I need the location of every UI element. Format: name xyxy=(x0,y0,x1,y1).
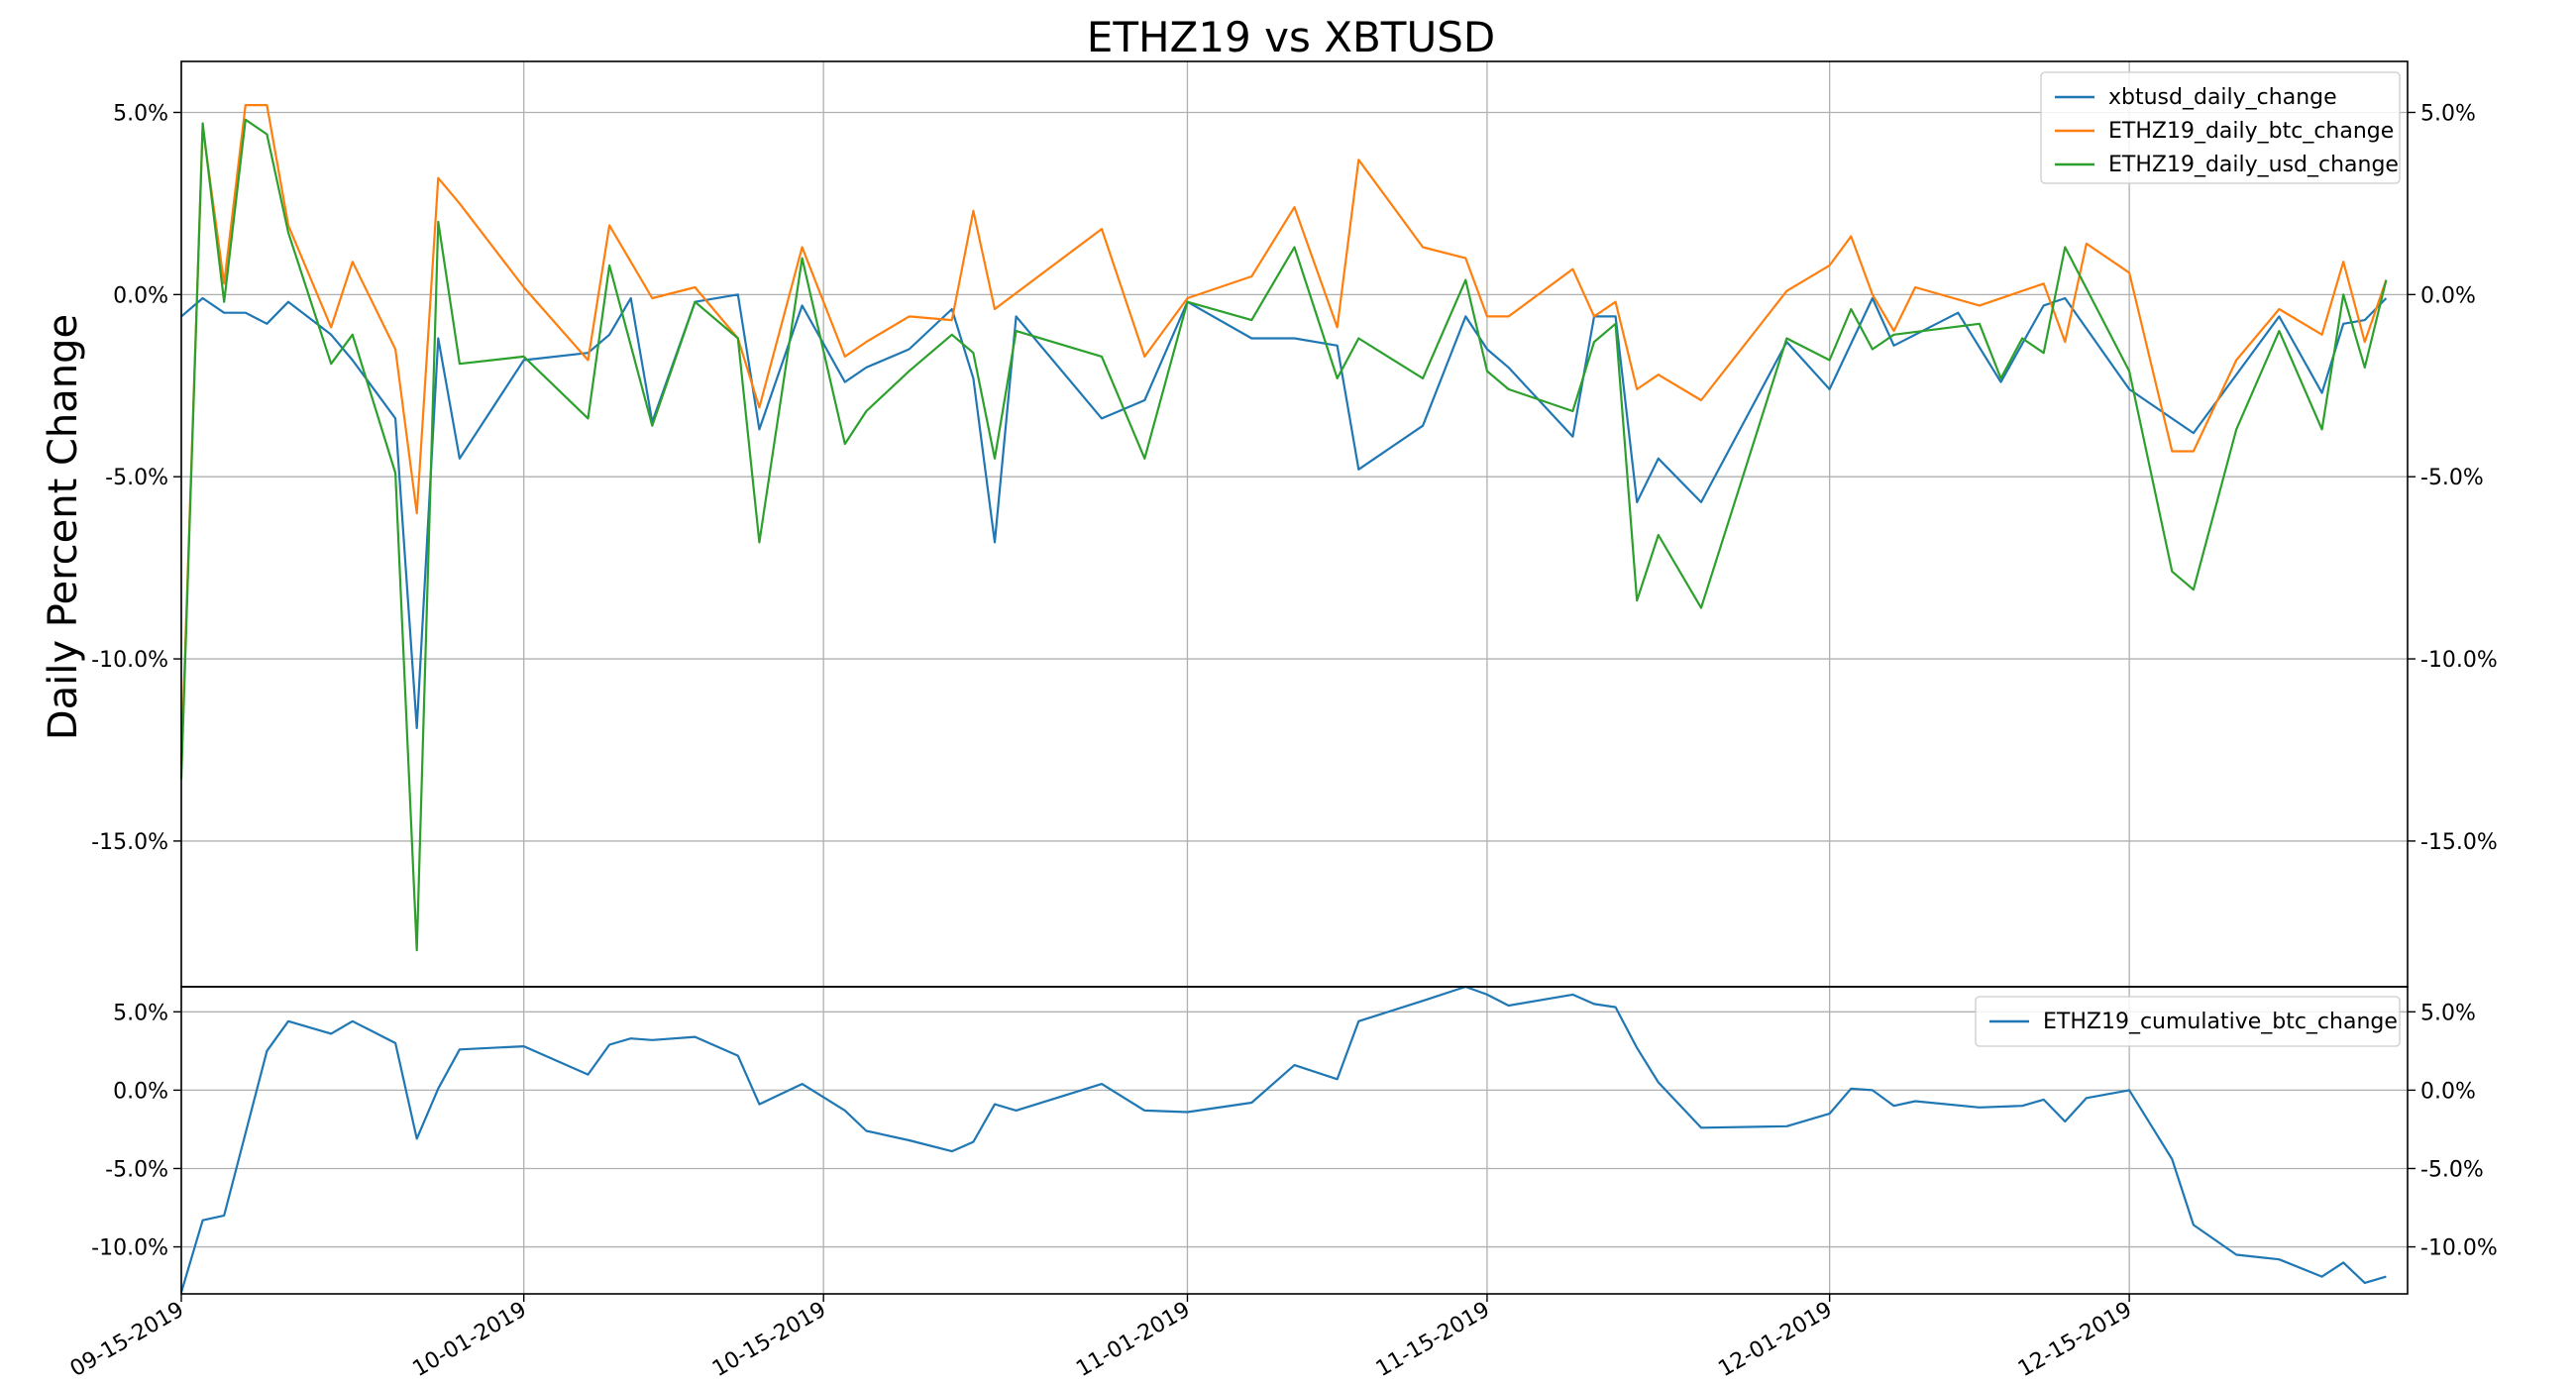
y-tick-label-right: 5.0% xyxy=(2420,1001,2476,1025)
y-tick-label-left: 0.0% xyxy=(113,1079,168,1104)
y-tick-label-right: 0.0% xyxy=(2420,283,2476,308)
legend-label-ETHZ19_daily_usd_change: ETHZ19_daily_usd_change xyxy=(2108,153,2399,177)
legend-box xyxy=(1975,996,2401,1047)
series-line-xbtusd_daily_change xyxy=(180,293,2388,730)
bottom-series-group xyxy=(179,985,2387,1293)
chart-title: ETHZ19 vs XBTUSD xyxy=(1087,13,1495,61)
bottom-axes-frame xyxy=(180,986,2409,1295)
top-legend: xbtusd_daily_change ETHZ19_daily_btc_chan… xyxy=(2040,71,2401,184)
series-line-ETHZ19_daily_btc_change xyxy=(179,103,2388,765)
daily-change-panel: 5.0% 5.0% 0.0% 0.0% -5.0% -5.0% -10.0% -10.0% -1… xyxy=(91,60,2498,988)
y-tick-label-left: 5.0% xyxy=(113,1001,168,1025)
y-tick-label-left: -5.0% xyxy=(105,466,168,490)
series-line-ETHZ19_daily_usd_change xyxy=(179,118,2388,952)
legend-box xyxy=(2040,71,2401,184)
legend-label-ETHZ19_cumulative_btc_change: ETHZ19_cumulative_btc_change xyxy=(2043,1010,2398,1034)
y-tick-label-left: 5.0% xyxy=(113,101,168,126)
y-tick-label-right: -10.0% xyxy=(2420,648,2498,673)
y-tick-label-right: 5.0% xyxy=(2420,101,2476,126)
y-tick-label-right: -10.0% xyxy=(2420,1236,2498,1261)
bottom-legend: ETHZ19_cumulative_btc_change xyxy=(1975,996,2401,1047)
y-tick-label-right: -15.0% xyxy=(2420,830,2498,855)
y-tick-label-left: -10.0% xyxy=(91,648,168,673)
top-y-ticks: 5.0% 5.0% 0.0% 0.0% -5.0% -5.0% -10.0% -10.0% -1… xyxy=(91,101,2498,854)
top-grid xyxy=(180,61,2408,987)
y-tick-label-left: -5.0% xyxy=(105,1157,168,1182)
legend-label-ETHZ19_daily_btc_change: ETHZ19_daily_btc_change xyxy=(2108,119,2394,144)
y-tick-label-left: 0.0% xyxy=(113,283,168,308)
top-series-group xyxy=(179,103,2388,952)
y-axis-label: Daily Percent Change xyxy=(41,314,86,740)
y-tick-label-left: -15.0% xyxy=(91,830,168,855)
bottom-y-ticks: 5.0% 5.0% 0.0% 0.0% -5.0% -5.0% -10.0% -10.0% xyxy=(91,1001,2498,1260)
y-tick-label-left: -10.0% xyxy=(91,1236,168,1261)
series-line-ETHZ19_cumulative_btc_change xyxy=(179,985,2387,1293)
legend-label-xbtusd_daily_change: xbtusd_daily_change xyxy=(2108,85,2337,110)
y-tick-label-right: 0.0% xyxy=(2420,1079,2476,1104)
y-tick-label-right: -5.0% xyxy=(2420,1157,2484,1182)
y-tick-label-right: -5.0% xyxy=(2420,466,2484,490)
